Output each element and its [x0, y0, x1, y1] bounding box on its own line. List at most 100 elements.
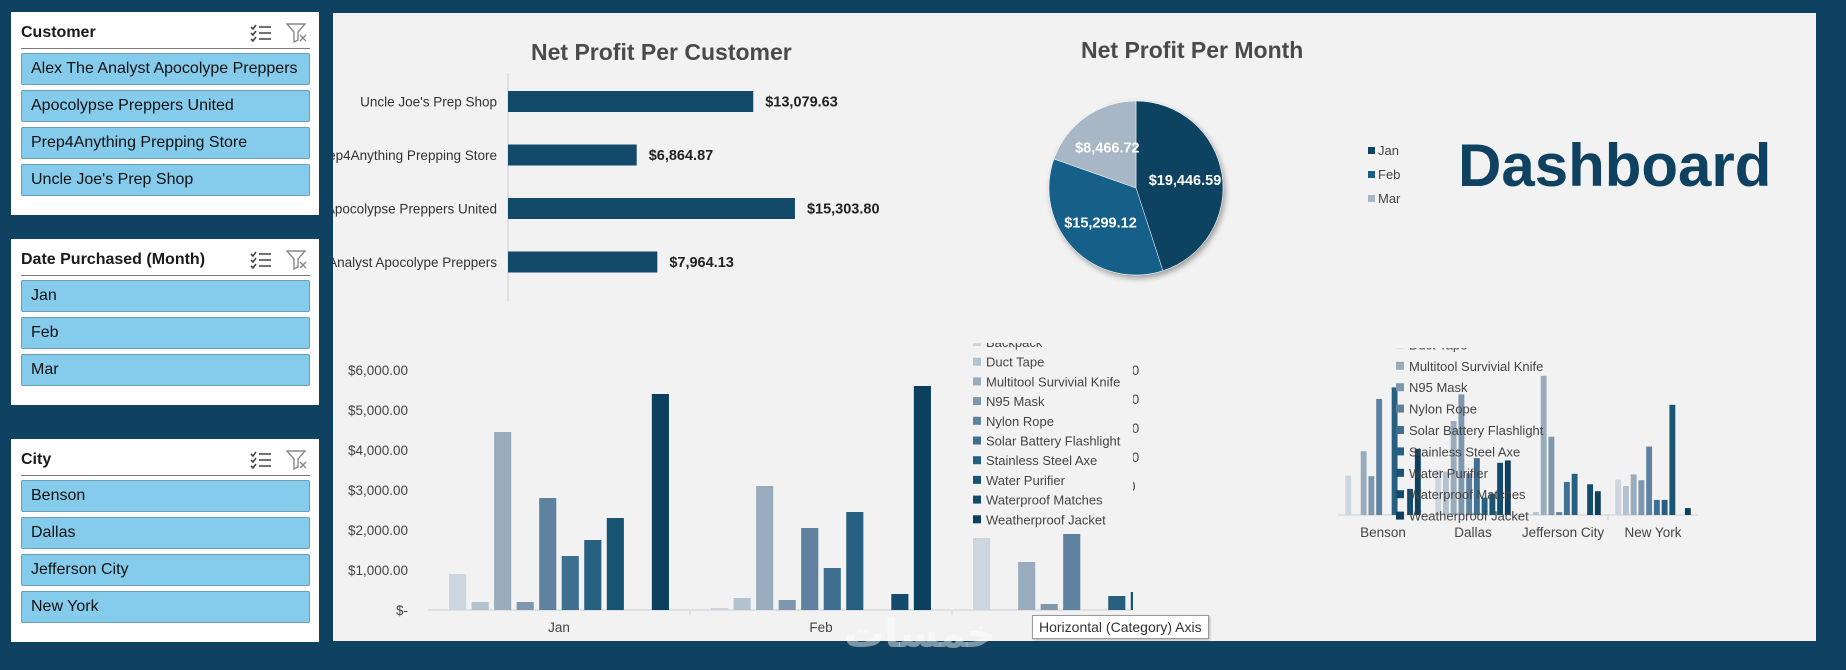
- slicer-items: Jan Feb Mar: [21, 280, 310, 386]
- product-bar[interactable]: [1525, 513, 1532, 515]
- product-bar[interactable]: [1646, 446, 1653, 515]
- clear-filter-icon[interactable]: [286, 250, 308, 270]
- product-bar[interactable]: [846, 512, 864, 610]
- legend-label: Weatherproof Jacket: [1409, 509, 1529, 524]
- clear-filter-icon[interactable]: [286, 23, 308, 43]
- profit-bar[interactable]: [508, 144, 637, 166]
- y-tick-label: $3,000.00: [348, 483, 408, 498]
- product-bar[interactable]: [1594, 491, 1601, 515]
- clear-filter-icon[interactable]: [286, 450, 308, 470]
- product-bar[interactable]: [449, 574, 467, 610]
- product-bar[interactable]: [1481, 497, 1488, 515]
- product-bar[interactable]: [1684, 508, 1691, 515]
- slicer-item[interactable]: Feb: [21, 317, 310, 349]
- profit-bar[interactable]: [508, 91, 754, 112]
- x-category-label: New York: [1624, 525, 1681, 540]
- slicer-item[interactable]: Benson: [21, 480, 310, 512]
- multi-select-icon[interactable]: [250, 451, 272, 469]
- product-bar[interactable]: [1473, 458, 1480, 515]
- slicer-item[interactable]: Alex The Analyst Apocolype Preppers: [21, 53, 310, 85]
- product-bar[interactable]: [913, 386, 931, 610]
- product-bar[interactable]: [778, 600, 796, 610]
- slicer-item[interactable]: Jan: [21, 280, 310, 312]
- product-bar[interactable]: [1414, 448, 1421, 515]
- product-bar[interactable]: [1504, 460, 1511, 515]
- product-bar[interactable]: [973, 538, 991, 610]
- profit-bar[interactable]: [508, 251, 658, 273]
- product-bar[interactable]: [1556, 512, 1563, 515]
- product-bar[interactable]: [1615, 479, 1622, 515]
- product-bar[interactable]: [516, 602, 534, 610]
- product-bar[interactable]: [756, 486, 774, 610]
- product-bar[interactable]: [651, 394, 669, 610]
- product-bar[interactable]: [1622, 486, 1629, 515]
- product-bar[interactable]: [1063, 534, 1081, 610]
- product-bar[interactable]: [1587, 484, 1594, 515]
- product-bar[interactable]: [1540, 375, 1547, 515]
- product-bar[interactable]: [561, 556, 579, 610]
- slicer-item[interactable]: New York: [21, 591, 310, 623]
- product-bar[interactable]: [1018, 562, 1036, 610]
- product-bar[interactable]: [1407, 488, 1414, 515]
- product-by-month-chart[interactable]: $- $1,000.00 $2,000.00 $3,000.00 $4,000.00 $5…: [333, 343, 1133, 641]
- product-bar[interactable]: [801, 528, 819, 610]
- product-bar[interactable]: [1435, 469, 1442, 515]
- product-bar[interactable]: [606, 518, 624, 610]
- slicer-title: Customer: [21, 24, 96, 41]
- product-bar[interactable]: [1571, 473, 1578, 515]
- product-bar[interactable]: [494, 432, 512, 610]
- product-bar[interactable]: [1497, 462, 1504, 515]
- product-bar[interactable]: [1345, 475, 1352, 515]
- legend-label: Nylon Rope: [1409, 402, 1477, 417]
- product-bar[interactable]: [891, 594, 909, 610]
- product-bar[interactable]: [1108, 596, 1126, 610]
- pie-slice[interactable]: [1053, 100, 1137, 189]
- multi-select-icon[interactable]: [250, 251, 272, 269]
- legend-label: Weatherproof Jacket: [986, 512, 1106, 527]
- slicer-item[interactable]: Mar: [21, 354, 310, 386]
- product-bar[interactable]: [1360, 451, 1367, 515]
- product-bar[interactable]: [1489, 493, 1496, 515]
- product-bar[interactable]: [1563, 481, 1570, 515]
- legend-swatch: [1396, 511, 1404, 520]
- value-label: $7,964.13: [669, 255, 734, 271]
- product-bar[interactable]: [823, 568, 841, 610]
- product-bar[interactable]: [1376, 399, 1383, 515]
- product-bar[interactable]: [733, 598, 751, 610]
- customer-profit-chart[interactable]: Uncle Joe's Prep Shop $13,079.63 Prep4Anyt…: [333, 73, 973, 363]
- product-bar[interactable]: [1466, 473, 1473, 515]
- product-bar[interactable]: [471, 602, 489, 610]
- pie-slice[interactable]: [1048, 158, 1164, 276]
- product-bar[interactable]: [1669, 404, 1676, 515]
- product-bar[interactable]: [1040, 604, 1058, 610]
- product-bar[interactable]: [1458, 394, 1465, 515]
- month-profit-pie-chart[interactable]: $19,446.59 $15,299.12 $8,466.72 Jan Feb Mar: [1033, 93, 1453, 333]
- product-bar[interactable]: [1450, 421, 1457, 515]
- multi-select-icon[interactable]: [250, 24, 272, 42]
- slicer-item[interactable]: Uncle Joe's Prep Shop: [21, 164, 310, 196]
- product-bar[interactable]: [1368, 476, 1375, 515]
- legend-swatch: [973, 475, 981, 484]
- slicer-item[interactable]: Prep4Anything Prepping Store: [21, 127, 310, 159]
- product-bar[interactable]: [1548, 436, 1555, 515]
- x-category-label: Jefferson City: [1522, 525, 1605, 540]
- product-bar[interactable]: [1630, 474, 1637, 515]
- profit-bar[interactable]: [508, 198, 795, 219]
- product-bar[interactable]: [1653, 499, 1660, 515]
- slicer-item[interactable]: Jefferson City: [21, 554, 310, 586]
- slicer-item[interactable]: Dallas: [21, 517, 310, 549]
- product-bar[interactable]: [1391, 387, 1398, 515]
- product-bar[interactable]: [584, 540, 602, 610]
- product-bar[interactable]: [1532, 512, 1539, 515]
- product-bar[interactable]: [1442, 471, 1449, 516]
- product-bar[interactable]: [1130, 592, 1133, 610]
- product-bar[interactable]: [711, 608, 729, 610]
- slicer-item[interactable]: Apocolypse Preppers United: [21, 90, 310, 122]
- product-bar[interactable]: [1638, 480, 1645, 515]
- x-category-label: Dallas: [1454, 525, 1492, 540]
- y-tick-label: $-: [396, 603, 408, 618]
- product-bar[interactable]: [1661, 499, 1668, 515]
- product-bar[interactable]: [539, 498, 557, 610]
- product-by-city-chart[interactable]: 050100150200250300BensonDallasJefferson …: [1133, 348, 1816, 641]
- pie-slice[interactable]: [1135, 100, 1224, 272]
